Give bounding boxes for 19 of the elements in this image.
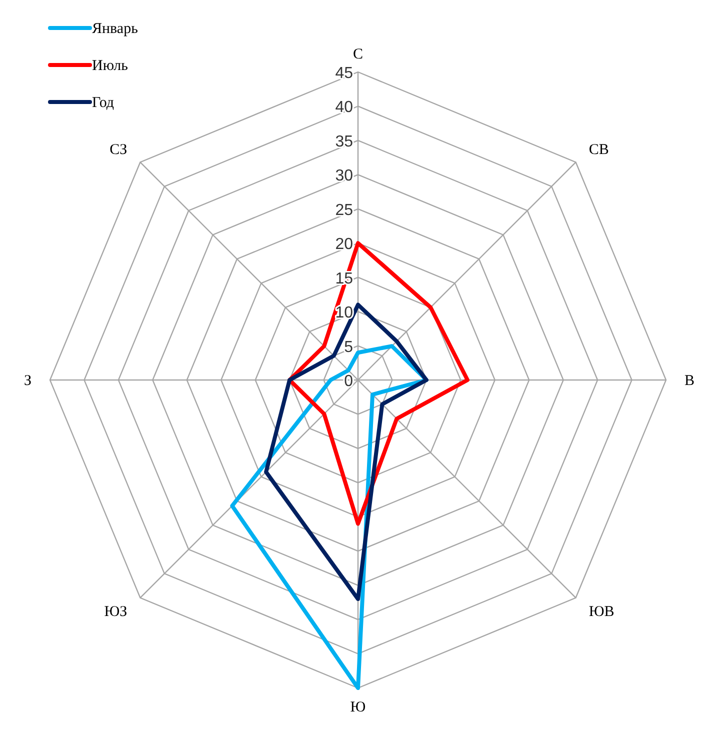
legend-label: Год	[92, 95, 114, 111]
spoke-label: СЗ	[110, 142, 128, 158]
spoke-label: ЮВ	[588, 604, 614, 620]
spoke-label: Ю	[350, 699, 366, 716]
legend-label: Январь	[92, 21, 138, 37]
y-tick-label: 45	[335, 65, 354, 82]
y-tick-label: 20	[335, 236, 354, 254]
y-tick-label: 0	[344, 373, 354, 390]
y-tick-label: 35	[335, 133, 354, 150]
spoke-label: В	[684, 373, 694, 389]
spoke-label: С	[352, 46, 364, 63]
spoke-label: З	[24, 373, 32, 389]
spoke-label: СВ	[588, 142, 609, 158]
spoke-label: ЮЗ	[104, 604, 128, 620]
y-tick-label: 40	[335, 99, 354, 116]
y-tick-label: 25	[335, 202, 354, 219]
y-tick-label: 5	[344, 338, 354, 356]
y-tick-label: 30	[335, 168, 354, 185]
legend-label: Июль	[92, 58, 128, 74]
